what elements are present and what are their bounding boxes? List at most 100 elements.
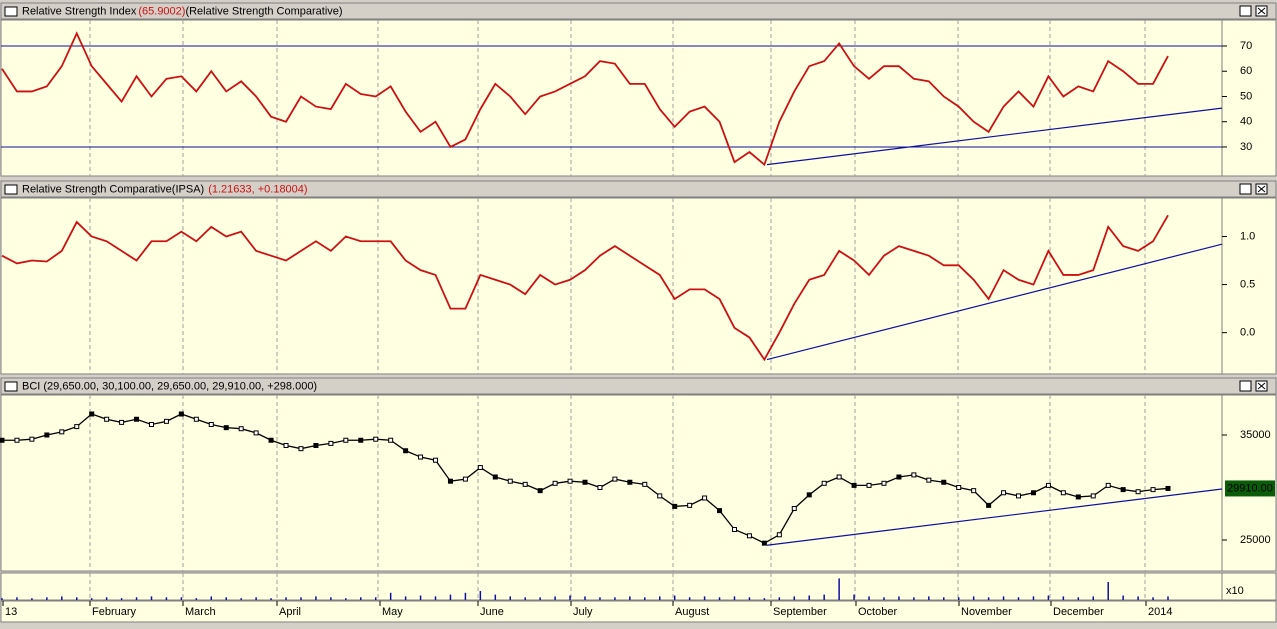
volume-bar: [330, 597, 332, 600]
y-tick-label: 50: [1240, 90, 1252, 102]
y-tick-label: 70: [1240, 40, 1252, 52]
candle: [74, 424, 80, 430]
candle: [956, 485, 962, 491]
candle: [776, 532, 782, 538]
volume-bar: [180, 597, 183, 600]
volume-bar: [823, 594, 825, 600]
candle: [971, 488, 977, 494]
x-tick-label: December: [1053, 606, 1104, 618]
volume-bar: [1077, 597, 1080, 600]
panel-header: [0, 2, 1277, 20]
candle: [791, 506, 797, 512]
candle: [1135, 489, 1141, 495]
minimize-button[interactable]: [1239, 380, 1252, 392]
candle: [358, 437, 364, 443]
volume-bar: [569, 595, 571, 600]
x-tick-label: 2014: [1148, 606, 1172, 618]
candle: [911, 472, 917, 478]
indicator-line: [1, 214, 1169, 362]
minimize-button[interactable]: [1239, 183, 1252, 195]
candle: [433, 457, 439, 463]
title-title: BCI (29,650.00, 30,100.00, 29,650.00, 29…: [22, 380, 317, 392]
volume-bar: [419, 595, 422, 600]
candle: [567, 478, 573, 484]
volume-bar: [31, 598, 33, 600]
volume-bar: [135, 597, 138, 600]
candle: [462, 476, 468, 482]
volume-bar: [1137, 596, 1139, 600]
candle: [1060, 490, 1066, 496]
candle: [253, 430, 259, 436]
x-tick-label: September: [773, 606, 827, 618]
candle: [0, 437, 5, 443]
volume-bar: [943, 597, 945, 600]
volume-bar: [539, 597, 541, 600]
title-title-value: (1.21633, +0.18004): [208, 183, 307, 195]
volume-bar: [1002, 596, 1005, 600]
candle: [731, 527, 737, 533]
volume-bar: [853, 594, 855, 600]
volume-bar: [868, 596, 870, 600]
volume-bar: [449, 594, 452, 600]
volume-bar: [808, 595, 810, 600]
panel-icon: [4, 184, 18, 195]
volume-bar: [210, 596, 213, 600]
candle: [29, 436, 35, 442]
candle: [612, 476, 618, 482]
volume-bar: [913, 597, 915, 600]
volume-bar: [374, 597, 377, 600]
volume-bar: [599, 597, 601, 600]
indicator-line: [1, 31, 1169, 167]
candle: [627, 479, 633, 485]
candle: [702, 495, 708, 501]
last-value-box: [1225, 480, 1275, 497]
volume-bar: [46, 597, 48, 600]
candle: [657, 493, 663, 499]
volume-bar: [658, 596, 661, 600]
volume-bar: [629, 596, 631, 600]
volume-bar: [1107, 582, 1109, 600]
axis-area: [1221, 197, 1277, 375]
title-subtitle: (Relative Strength Comparative): [185, 5, 342, 17]
plot-area: [0, 572, 1223, 601]
minimize-button[interactable]: [1239, 5, 1252, 17]
candle: [1120, 487, 1126, 493]
candle: [104, 416, 110, 422]
candle: [552, 480, 558, 486]
candle: [268, 437, 274, 443]
candle: [1016, 493, 1022, 499]
candle: [836, 474, 842, 480]
x-tick-label: August: [675, 606, 709, 618]
close-icon: [1257, 382, 1266, 390]
volume-bar: [688, 597, 691, 600]
y-tick-label: 30: [1240, 141, 1252, 153]
volume-bar: [1032, 596, 1035, 600]
volume-bar: [360, 597, 362, 600]
volume-bar: [105, 597, 108, 600]
volume-bar: [1017, 597, 1020, 600]
volume-bar: [165, 597, 168, 600]
candle: [163, 418, 169, 424]
candle: [283, 443, 289, 449]
candle: [507, 478, 513, 484]
volume-bar: [793, 596, 796, 600]
volume-axis-label: x10: [1226, 585, 1244, 597]
candle: [59, 429, 65, 435]
panel-icon: [4, 6, 18, 17]
volume-bar: [270, 598, 272, 600]
candle: [687, 502, 693, 508]
trend-line: [766, 107, 1223, 166]
volume-bar: [584, 596, 586, 600]
candle: [537, 488, 543, 494]
candle: [298, 446, 304, 452]
volume-bar: [554, 596, 556, 600]
volume-bar: [1, 598, 3, 600]
volume-bar: [673, 595, 676, 600]
volume-bar: [434, 596, 437, 600]
candle: [403, 448, 409, 454]
candle: [89, 411, 95, 417]
panel-title: BCI (29,650.00, 30,100.00, 29,650.00, 29…: [22, 380, 317, 392]
candle: [866, 482, 872, 488]
